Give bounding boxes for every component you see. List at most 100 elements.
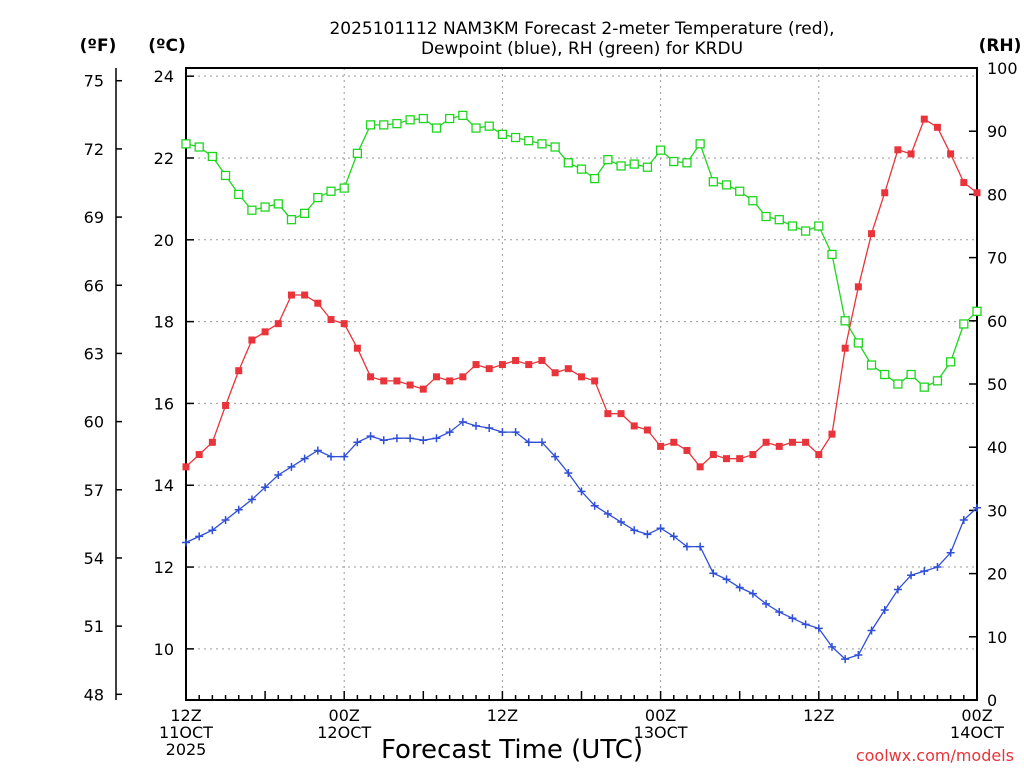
dewpoint-point-60 [973,503,981,512]
dewpoint-point-43 [748,589,757,598]
temperature-point-19 [432,373,440,381]
temperature-point-44 [762,438,770,446]
dewpoint-point-3 [221,516,230,525]
rh-point-7 [273,199,283,209]
temperature-point-26 [525,361,533,369]
temperature-point-20 [446,377,454,385]
temperature-point-7 [274,320,282,328]
rh-point-17 [405,115,415,125]
rh-point-33 [616,161,626,171]
temperature-point-23 [485,365,493,373]
celsius-tick-label-16: 16 [154,394,174,413]
dewpoint-point-46 [788,614,797,623]
dewpoint-point-53 [880,606,889,615]
dewpoint-point-5 [247,495,256,504]
rh-point-44 [761,211,771,222]
dewpoint-point-25 [511,428,520,437]
rh-point-47 [800,226,811,236]
rh-point-20 [445,113,455,124]
fahrenheit-tick-label-51: 51 [84,617,104,636]
x-tick-label-0-1: 11OCT [159,723,213,742]
temperature-point-10 [314,299,322,307]
fahrenheit-tick-label-66: 66 [84,276,104,295]
dewpoint-point-56 [920,567,929,576]
temperature-point-2 [208,438,216,446]
temperature-point-35 [643,426,651,434]
dewpoint-point-19 [432,434,441,443]
dewpoint-point-54 [893,585,902,594]
rh-tick-label-90: 90 [987,122,1007,141]
celsius-tick-label-20: 20 [154,231,174,250]
temperature-point-41 [723,455,731,463]
dewpoint-point-9 [300,454,309,463]
dewpoint-point-29 [564,468,573,477]
dewpoint-point-15 [379,436,388,445]
dewpoint-point-7 [274,471,283,480]
fahrenheit-unit-label: (ºF) [80,36,117,56]
temperature-point-56 [920,115,928,123]
dewpoint-point-33 [617,518,626,527]
dewpoint-point-23 [485,423,494,432]
x-tick-label-60-1: 14OCT [950,723,1004,742]
dewpoint-point-28 [551,452,560,461]
x-tick-label-36-1: 13OCT [634,723,688,742]
fahrenheit-tick-label-54: 54 [84,549,104,568]
rh-point-42 [735,186,745,196]
temperature-point-28 [551,369,559,377]
rh-point-15 [379,120,389,130]
dewpoint-point-30 [577,487,586,496]
fahrenheit-tick-label-60: 60 [84,413,104,432]
x-tick-label-0-0: 12Z [170,706,201,725]
temperature-point-49 [828,430,836,438]
temperature-point-15 [380,377,388,385]
temperature-point-42 [736,455,744,463]
dewpoint-point-22 [472,421,481,430]
rh-point-30 [576,164,587,174]
rh-point-0 [181,139,191,149]
rh-point-49 [827,249,837,260]
celsius-tick-label-18: 18 [154,313,174,332]
rh-tick-label-40: 40 [987,438,1007,457]
dewpoint-point-51 [854,651,863,660]
rh-point-57 [932,376,943,386]
dewpoint-point-13 [353,438,362,447]
rh-point-55 [906,369,916,380]
temperature-point-59 [960,179,968,187]
series-dewpoint [182,417,981,664]
temperature-point-52 [868,230,876,238]
temperature-point-5 [248,336,256,344]
rh-point-22 [471,123,481,133]
temperature-point-0 [182,463,190,471]
temperature-point-36 [657,442,665,450]
temperature-point-53 [881,189,889,197]
temperature-point-13 [353,344,361,352]
temperature-point-9 [301,291,309,299]
celsius-tick-label-24: 24 [154,67,174,86]
dewpoint-point-8 [287,462,296,471]
rh-point-24 [497,129,508,140]
dewpoint-point-47 [801,620,810,629]
rh-point-39 [695,139,705,149]
dewpoint-point-37 [669,532,678,541]
dewpoint-point-49 [827,642,836,651]
temperature-point-54 [894,146,902,154]
rh-point-9 [299,208,310,219]
temperature-point-57 [933,123,941,131]
dewpoint-point-34 [630,526,639,535]
temperature-point-55 [907,150,915,158]
chart-title-line-1: 2025101112 NAM3KM Forecast 2-meter Tempe… [329,19,834,39]
rh-point-36 [655,145,666,155]
celsius-tick-label-22: 22 [154,149,174,168]
temperature-point-16 [393,377,401,385]
dewpoint-point-59 [959,516,968,525]
dewpoint-point-18 [419,436,428,445]
rh-point-35 [642,162,653,172]
rh-point-37 [669,156,679,167]
temperature-point-8 [287,291,295,299]
temperature-point-51 [854,283,862,291]
dewpoint-point-45 [775,608,784,617]
dewpoint-point-14 [366,432,375,441]
rh-point-4 [234,189,244,200]
temperature-point-50 [841,344,849,352]
